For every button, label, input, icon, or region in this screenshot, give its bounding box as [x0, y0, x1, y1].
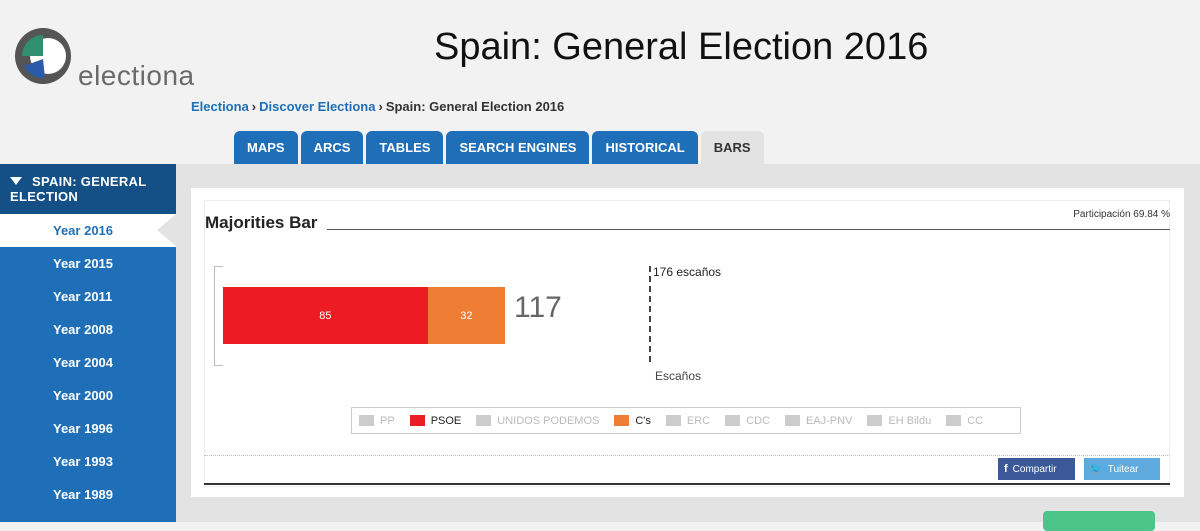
- legend-swatch: [725, 415, 741, 426]
- legend-swatch: [409, 415, 425, 426]
- sidebar-item-year-2008[interactable]: Year 2008: [53, 322, 114, 337]
- majority-line: [649, 266, 651, 362]
- twitter-share-label: Tuitear: [1107, 464, 1139, 475]
- sidebar-heading-label: SPAIN: GENERAL ELECTION: [10, 174, 147, 204]
- sidebar-item-year-1996[interactable]: Year 1996: [53, 421, 114, 436]
- legend-swatch: [665, 415, 681, 426]
- tab-tables[interactable]: TABLES: [366, 131, 444, 164]
- legend-item-erc[interactable]: ERC: [665, 414, 711, 427]
- active-item-arrow-icon: [157, 214, 176, 246]
- tab-historical[interactable]: HISTORICAL: [592, 131, 698, 164]
- tab-bars[interactable]: BARS: [700, 131, 764, 164]
- sidebar-heading[interactable]: SPAIN: GENERAL ELECTION: [0, 164, 176, 214]
- divider: [204, 455, 1170, 456]
- sidebar: SPAIN: GENERAL ELECTION Year 2016 Year 2…: [0, 164, 176, 522]
- action-button[interactable]: [1043, 511, 1155, 531]
- sidebar-item-year-1989[interactable]: Year 1989: [53, 487, 114, 502]
- legend-item-pp[interactable]: PP: [359, 415, 395, 427]
- sidebar-item-year-2000[interactable]: Year 2000: [53, 388, 114, 403]
- legend-swatch: [867, 415, 883, 426]
- legend-swatch: [476, 415, 492, 426]
- bar-segment-psoe[interactable]: 85: [223, 287, 429, 344]
- legend-label: EH Bildu: [888, 414, 932, 427]
- legend-item-unidos-podemos[interactable]: UNIDOS PODEMOS: [476, 415, 599, 427]
- logo-text: electiona: [78, 60, 195, 91]
- legend-label: PSOE: [430, 414, 462, 427]
- breadcrumb-separator: ›: [378, 99, 383, 114]
- legend-label: CC: [967, 414, 984, 427]
- majority-label: 176 escaños: [653, 265, 722, 279]
- legend-label: UNIDOS PODEMOS: [497, 414, 600, 427]
- bar-segment-c-s[interactable]: 32: [427, 287, 506, 344]
- title-underline: [327, 229, 1170, 230]
- tab-search-engines[interactable]: SEARCH ENGINES: [446, 131, 590, 164]
- breadcrumb-link-electiona[interactable]: Electiona: [191, 99, 249, 114]
- x-axis-label: Escaños: [655, 369, 702, 383]
- legend-item-c-s[interactable]: C's: [614, 415, 651, 427]
- legend-label: CDC: [746, 414, 770, 427]
- facebook-icon: f: [1004, 463, 1008, 475]
- triangle-down-icon: [10, 177, 22, 185]
- breadcrumb-current: Spain: General Election 2016: [385, 99, 565, 114]
- twitter-share-button[interactable]: 🐦 Tuitear: [1084, 458, 1160, 480]
- legend-label: C's: [635, 414, 651, 427]
- legend-swatch: [614, 415, 630, 426]
- view-tabs: MAPS ARCS TABLES SEARCH ENGINES HISTORIC…: [234, 131, 767, 164]
- facebook-share-label: Compartir: [1012, 464, 1057, 475]
- breadcrumb-link-discover[interactable]: Discover Electiona: [259, 99, 376, 114]
- legend-item-eaj-pnv[interactable]: EAJ-PNV: [784, 414, 853, 427]
- participation-label: Participación 69.84 %: [1073, 209, 1170, 220]
- legend-item-eh-bildu[interactable]: EH Bildu: [867, 415, 931, 427]
- legend-swatch: [784, 415, 800, 426]
- page-title: Spain: General Election 2016: [434, 26, 929, 68]
- legend-swatch: [359, 415, 374, 426]
- sidebar-item-year-2004[interactable]: Year 2004: [53, 355, 114, 370]
- chart-title: Majorities Bar: [205, 213, 318, 232]
- sidebar-item-year-1993[interactable]: Year 1993: [53, 454, 114, 469]
- legend-label: ERC: [686, 414, 711, 427]
- legend-label: PP: [380, 414, 395, 427]
- facebook-share-button[interactable]: f Compartir: [998, 458, 1075, 480]
- page-header: electiona Spain: General Election 2016 E…: [0, 0, 1200, 164]
- bar-bracket: [214, 266, 223, 366]
- tab-arcs[interactable]: ARCS: [300, 131, 364, 164]
- legend-label: EAJ-PNV: [805, 414, 853, 427]
- seat-total: 117: [514, 291, 562, 324]
- sidebar-item-year-1986[interactable]: Year 1986: [0, 511, 176, 522]
- legend-swatch: [946, 415, 962, 426]
- legend-item-cdc[interactable]: CDC: [725, 415, 770, 427]
- sidebar-item-year-2015[interactable]: Year 2015: [53, 256, 114, 271]
- divider: [204, 483, 1170, 485]
- legend-item-psoe[interactable]: PSOE: [409, 414, 462, 427]
- chart-legend: PP PSOE UNIDOS PODEMOS C's ERC CDC EAJ-PNV EH B…: [351, 407, 1021, 434]
- electiona-logo-icon[interactable]: [10, 26, 210, 96]
- breadcrumb: Electiona › Discover Electiona › Spain: Gene…: [191, 99, 564, 114]
- twitter-icon: 🐦: [1089, 463, 1103, 475]
- sidebar-item-year-2016[interactable]: Year 2016: [0, 214, 176, 247]
- breadcrumb-separator: ›: [251, 99, 257, 114]
- legend-item-cc[interactable]: CC: [946, 415, 983, 427]
- tab-maps[interactable]: MAPS: [234, 131, 298, 164]
- sidebar-item-year-2011[interactable]: Year 2011: [53, 289, 113, 304]
